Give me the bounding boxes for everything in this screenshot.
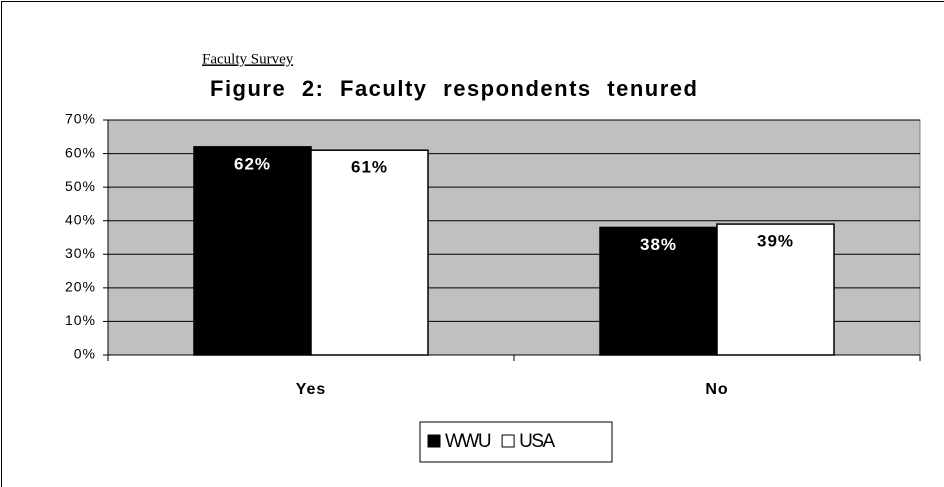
y-tick-label: 50%: [65, 178, 96, 194]
x-tick-label: No: [705, 381, 728, 398]
bar: [599, 226, 718, 356]
bar: [193, 146, 312, 356]
y-tick-label: 0%: [74, 346, 96, 362]
bar: [716, 223, 835, 356]
x-tick-label: Yes: [296, 381, 327, 398]
y-tick-label: 70%: [65, 111, 96, 127]
chart-subtitle: Faculty Survey: [202, 51, 294, 67]
y-tick-label: 60%: [65, 144, 96, 160]
legend-label: USA: [519, 431, 555, 452]
legend-swatch: [427, 434, 441, 448]
y-tick-label: 40%: [65, 211, 96, 227]
y-tick-label: 10%: [65, 312, 96, 328]
value-label: 38%: [640, 235, 677, 254]
legend-label: WWU: [445, 431, 491, 452]
legend-swatch: [501, 434, 515, 448]
y-tick-label: 30%: [65, 245, 96, 261]
value-label: 39%: [757, 232, 794, 251]
value-label: 62%: [234, 154, 271, 173]
y-tick-label: 20%: [65, 279, 96, 295]
legend-box: [419, 421, 613, 463]
chart-title: Figure 2: Faculty respondents tenured: [210, 76, 698, 101]
bar: [310, 149, 429, 356]
value-label: 61%: [351, 158, 388, 177]
